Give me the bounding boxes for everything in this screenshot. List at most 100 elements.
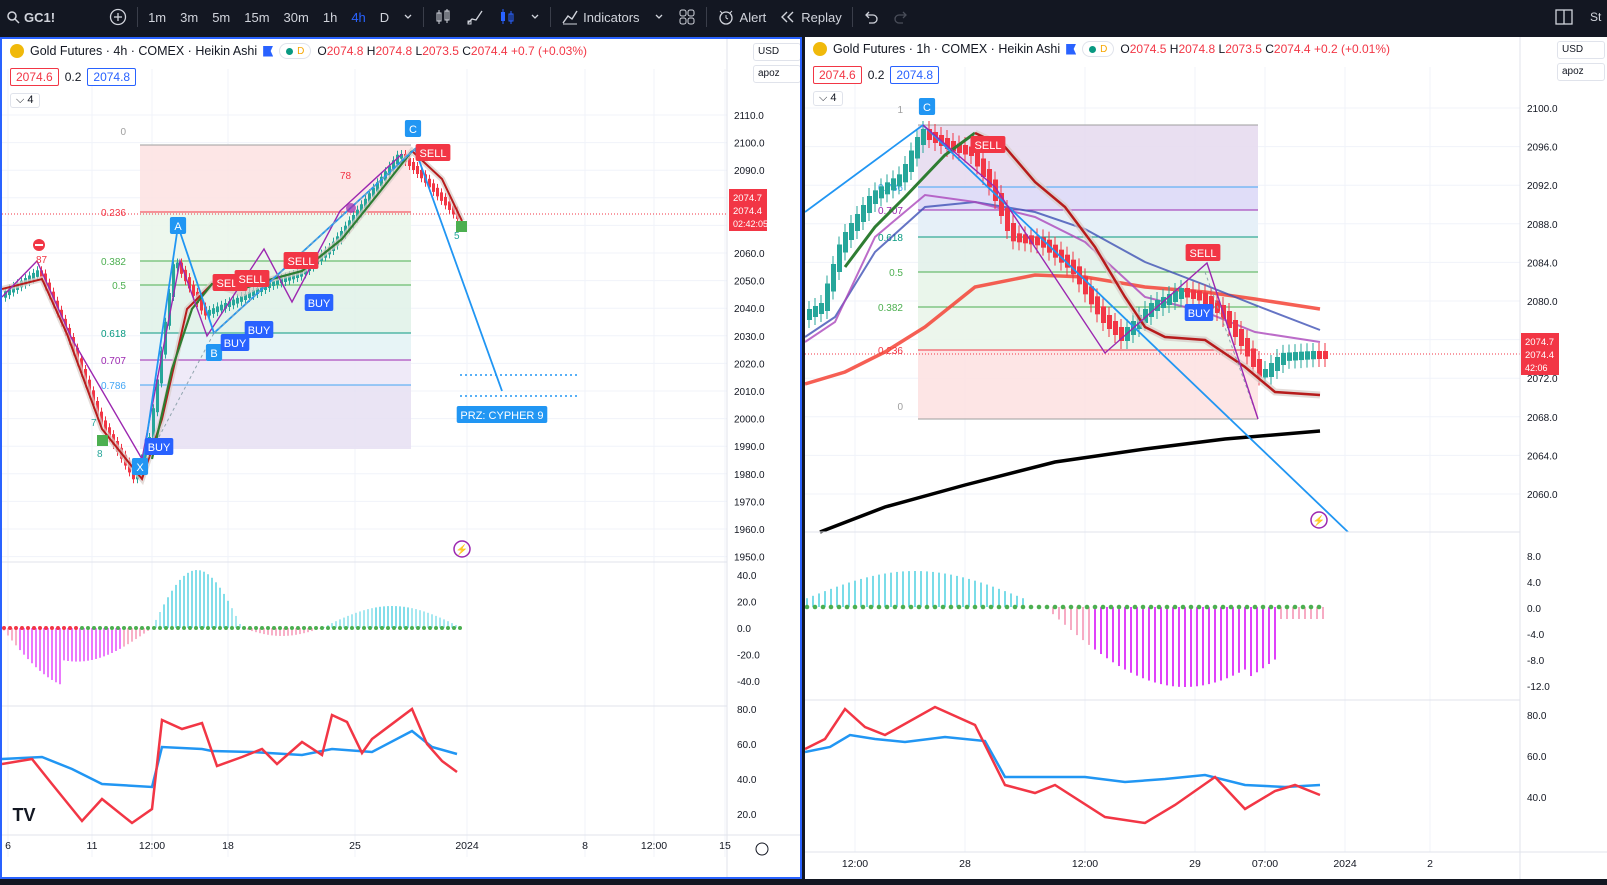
- zero-dot: [62, 626, 66, 630]
- candle: [188, 277, 191, 289]
- indicators-collapse-button[interactable]: ⌵ 4: [813, 91, 843, 106]
- buy-price-button[interactable]: 2074.8: [890, 66, 940, 84]
- candle: [873, 190, 878, 204]
- line-style-button[interactable]: [459, 0, 491, 34]
- candle: [957, 143, 962, 153]
- zero-dot: [350, 626, 354, 630]
- flag-icon[interactable]: [263, 45, 274, 57]
- indicator-count: 4: [27, 94, 34, 106]
- osc-tick: -12.0: [1527, 682, 1550, 693]
- chart-canvas[interactable]: 10.7860.7070.6180.50.3820.2360CSELLSELLB…: [805, 37, 1607, 879]
- candle: [1305, 351, 1310, 360]
- price-tick: 2060.0: [734, 249, 765, 260]
- replay-button[interactable]: Replay: [773, 0, 848, 34]
- rsi-tick: 60.0: [737, 740, 757, 751]
- candle: [368, 193, 371, 203]
- zero-dot: [134, 626, 138, 630]
- market-status-badge[interactable]: D: [279, 43, 312, 59]
- zero-dot: [272, 626, 276, 630]
- zero-dot: [1148, 604, 1154, 610]
- candles-button[interactable]: [427, 0, 459, 34]
- point-c-label: C: [923, 102, 931, 114]
- flag-icon[interactable]: [1066, 43, 1077, 55]
- series-legend: Gold Futures · 4h · COMEX · Heikin Ashi …: [10, 43, 587, 59]
- candle: [909, 150, 914, 172]
- interval-1m[interactable]: 1m: [148, 9, 167, 25]
- zero-dot: [1228, 604, 1234, 610]
- candle: [1209, 296, 1214, 309]
- zero-dot: [805, 604, 810, 610]
- zero-dot: [892, 604, 898, 610]
- rsi-tick: 40.0: [737, 775, 757, 786]
- price-tick: 2092.0: [1527, 181, 1558, 192]
- symbol-search[interactable]: GC1!: [0, 0, 62, 34]
- candle: [1275, 357, 1280, 371]
- scale-select[interactable]: apoz: [753, 65, 800, 83]
- templates-button[interactable]: [671, 0, 703, 34]
- interval-1h[interactable]: 1h: [322, 9, 338, 25]
- zero-dot: [182, 626, 186, 630]
- series-title[interactable]: Gold Futures · 4h · COMEX · Heikin Ashi: [30, 44, 258, 58]
- small-label: 7: [91, 418, 97, 429]
- buy-signal: BUY: [1188, 308, 1211, 320]
- zero-dot: [194, 626, 198, 630]
- chart-pane-left[interactable]: Gold Futures · 4h · COMEX · Heikin Ashi …: [0, 37, 802, 879]
- buy-price-button[interactable]: 2074.8: [87, 68, 137, 86]
- alert-label: Alert: [739, 9, 767, 25]
- fib-level-label: 0.786: [101, 381, 126, 392]
- interval-5m[interactable]: 5m: [212, 9, 231, 25]
- interval-3m[interactable]: 3m: [180, 9, 199, 25]
- time-tick: 11: [87, 840, 98, 852]
- indicators-dropdown[interactable]: [647, 0, 671, 34]
- time-tick: 25: [349, 840, 361, 852]
- candle: [408, 158, 411, 166]
- interval-dropdown[interactable]: [396, 0, 420, 34]
- indicators-button[interactable]: Indicators: [554, 0, 646, 34]
- interval-4h[interactable]: 4h: [351, 9, 366, 25]
- prz-label: PRZ: CYPHER 9: [460, 410, 543, 422]
- candle: [1251, 348, 1256, 367]
- indicators-icon: [562, 10, 578, 25]
- candle: [440, 192, 443, 201]
- compare-button[interactable]: [102, 0, 134, 34]
- series-title[interactable]: Gold Futures · 1h · COMEX · Heikin Ashi: [833, 42, 1061, 56]
- alert-button[interactable]: Alert: [710, 0, 774, 34]
- ohlc-values: O2074.8 H2074.8 L2073.5 C2074.4 +0.7 (+0…: [317, 44, 588, 58]
- sell-price-button[interactable]: 2074.6: [813, 66, 862, 84]
- chart-pane-right[interactable]: Gold Futures · 1h · COMEX · Heikin Ashi …: [805, 37, 1607, 879]
- osc-tick: 0.0: [1527, 604, 1541, 615]
- candle: [180, 262, 183, 274]
- sell-price-button[interactable]: 2074.6: [10, 68, 59, 86]
- market-status-badge[interactable]: D: [1082, 41, 1115, 57]
- alarm-clock-icon: [718, 10, 733, 25]
- zero-dot: [1068, 604, 1074, 610]
- currency-select[interactable]: USD: [753, 43, 800, 61]
- status-dot-icon: [1089, 45, 1097, 53]
- indicators-collapse-button[interactable]: ⌵ 4: [10, 93, 40, 108]
- zero-dot: [948, 604, 954, 610]
- point-b-label-bg: [205, 344, 223, 361]
- fib-level-label: 0.707: [101, 356, 126, 367]
- candle: [1197, 291, 1202, 301]
- candle: [1005, 208, 1010, 231]
- scale-select[interactable]: apoz: [1557, 63, 1605, 81]
- candle: [208, 309, 211, 316]
- candle: [36, 270, 39, 277]
- time-tick: 12:00: [139, 840, 165, 852]
- sell-signal-bg: [1185, 244, 1221, 261]
- interval-d[interactable]: D: [379, 9, 390, 25]
- price-tag-value: 2074.4: [733, 206, 762, 217]
- time-tick: 2024: [455, 840, 479, 852]
- currency-select[interactable]: USD: [1557, 41, 1605, 59]
- rsi-line: [2, 707, 458, 825]
- interval-30m[interactable]: 30m: [283, 9, 309, 25]
- layout-button[interactable]: [1548, 0, 1580, 34]
- candle: [807, 309, 812, 320]
- redo-button[interactable]: [886, 0, 916, 34]
- interval-15m[interactable]: 15m: [244, 9, 270, 25]
- chart-type-button[interactable]: [491, 0, 523, 34]
- undo-button[interactable]: [856, 0, 886, 34]
- candle: [392, 160, 395, 170]
- chart-type-dropdown[interactable]: [523, 0, 547, 34]
